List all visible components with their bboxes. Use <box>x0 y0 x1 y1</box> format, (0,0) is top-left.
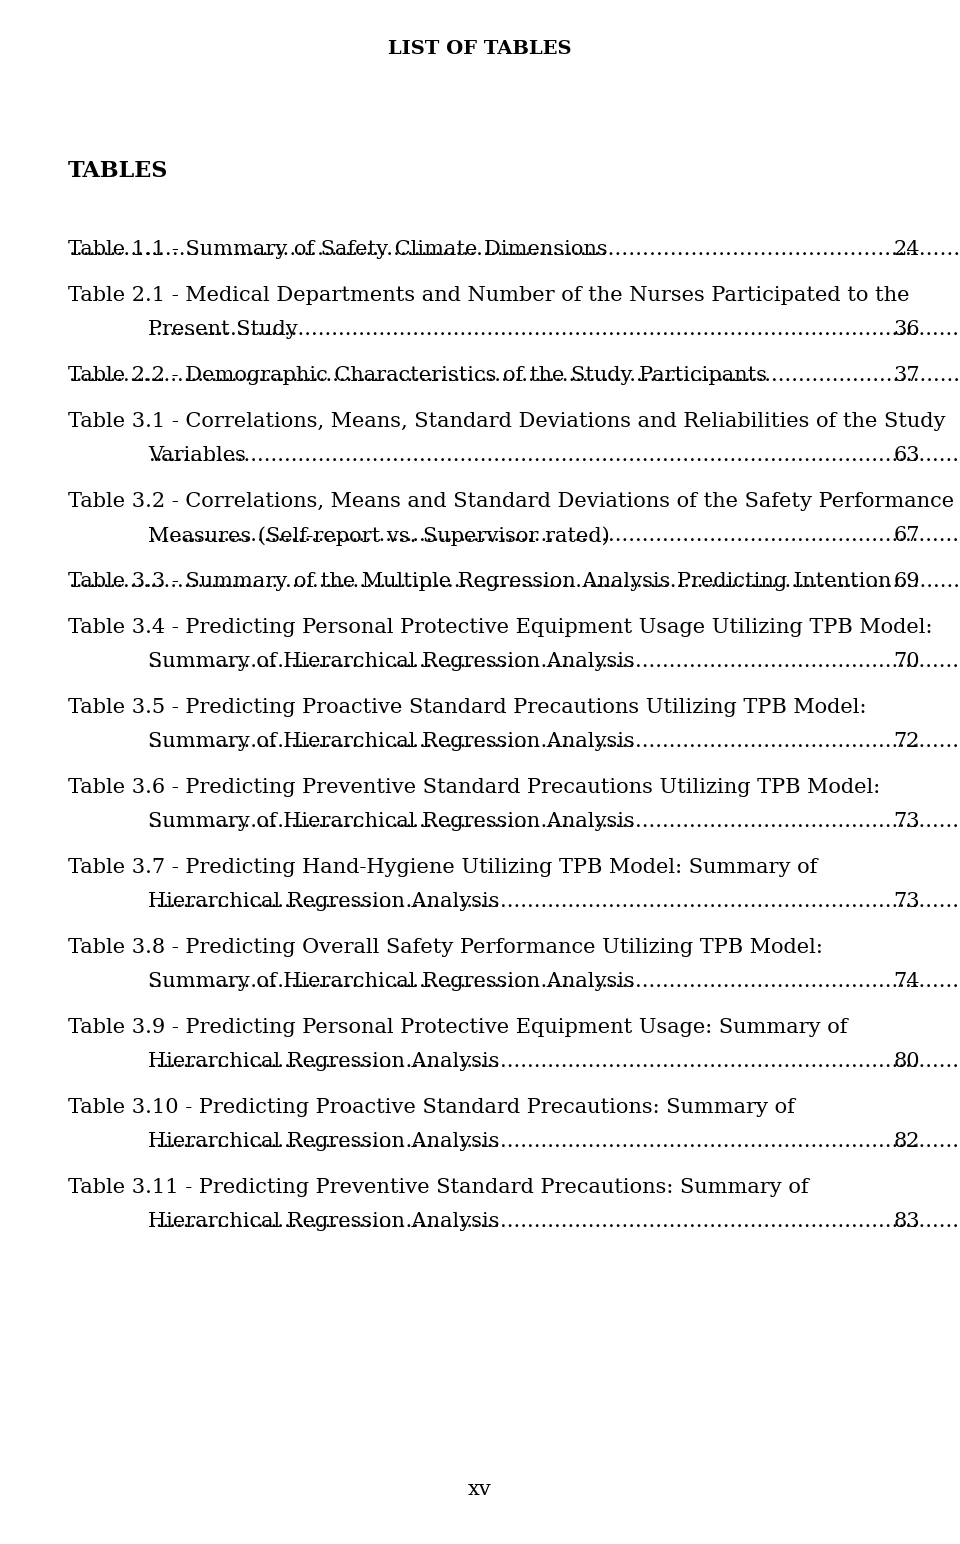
Text: ................................................................................: ........................................… <box>149 652 960 672</box>
Text: ................................................................................: ........................................… <box>149 1132 960 1150</box>
Text: Variables: Variables <box>148 446 246 465</box>
Text: Table 2.1 - Medical Departments and Number of the Nurses Participated to the: Table 2.1 - Medical Departments and Numb… <box>68 286 909 306</box>
Text: LIST OF TABLES: LIST OF TABLES <box>388 40 572 59</box>
Text: 82: 82 <box>894 1132 920 1150</box>
Text: xv: xv <box>468 1481 492 1499</box>
Text: Hierarchical Regression Analysis: Hierarchical Regression Analysis <box>148 1051 499 1072</box>
Text: Summary of Hierarchical Regression Analysis: Summary of Hierarchical Regression Analy… <box>148 732 635 750</box>
Text: ................................................................................: ........................................… <box>149 892 960 911</box>
Text: 36: 36 <box>894 320 920 340</box>
Text: Table 3.3 - Summary of the Multiple Regression Analysis Predicting Intention: Table 3.3 - Summary of the Multiple Regr… <box>68 571 892 591</box>
Text: Hierarchical Regression Analysis: Hierarchical Regression Analysis <box>148 1132 499 1150</box>
Text: Table 3.9 - Predicting Personal Protective Equipment Usage: Summary of: Table 3.9 - Predicting Personal Protecti… <box>68 1017 848 1038</box>
Text: Table 3.2 - Correlations, Means and Standard Deviations of the Safety Performanc: Table 3.2 - Correlations, Means and Stan… <box>68 493 954 511</box>
Text: ................................................................................: ........................................… <box>69 366 960 384</box>
Text: Table 3.5 - Predicting Proactive Standard Precautions Utilizing TPB Model:: Table 3.5 - Predicting Proactive Standar… <box>68 698 867 716</box>
Text: TABLES: TABLES <box>68 161 168 182</box>
Text: Hierarchical Regression Analysis: Hierarchical Regression Analysis <box>148 892 499 911</box>
Text: 74: 74 <box>894 973 920 991</box>
Text: ................................................................................: ........................................… <box>149 1051 960 1072</box>
Text: Table 1.1 - Summary of Safety Climate Dimensions: Table 1.1 - Summary of Safety Climate Di… <box>68 239 608 259</box>
Text: 72: 72 <box>894 732 920 750</box>
Text: 67: 67 <box>894 527 920 545</box>
Text: Table 3.11 - Predicting Preventive Standard Precautions: Summary of: Table 3.11 - Predicting Preventive Stand… <box>68 1178 808 1197</box>
Text: Table 3.1 - Correlations, Means, Standard Deviations and Reliabilities of the St: Table 3.1 - Correlations, Means, Standar… <box>68 412 946 431</box>
Text: 73: 73 <box>894 812 920 831</box>
Text: Table 3.6 - Predicting Preventive Standard Precautions Utilizing TPB Model:: Table 3.6 - Predicting Preventive Standa… <box>68 778 880 797</box>
Text: Table 3.7 - Predicting Hand-Hygiene Utilizing TPB Model: Summary of: Table 3.7 - Predicting Hand-Hygiene Util… <box>68 858 817 877</box>
Text: Summary of Hierarchical Regression Analysis: Summary of Hierarchical Regression Analy… <box>148 652 635 672</box>
Text: 83: 83 <box>894 1212 920 1231</box>
Text: ................................................................................: ........................................… <box>149 527 960 545</box>
Text: 37: 37 <box>894 366 920 384</box>
Text: 80: 80 <box>894 1051 920 1072</box>
Text: ……………………………………………………………………………………………………………………………………………………………………………………………………………………: …………………………………………………………………………………………………………… <box>69 239 960 259</box>
Text: 63: 63 <box>894 446 920 465</box>
Text: ................................................................................: ........................................… <box>149 1212 960 1231</box>
Text: ................................................................................: ........................................… <box>69 571 960 591</box>
Text: ................................................................................: ........................................… <box>149 812 960 831</box>
Text: 24: 24 <box>894 239 920 259</box>
Text: ................................................................................: ........................................… <box>149 446 960 465</box>
Text: Table 3.10 - Predicting Proactive Standard Precautions: Summary of: Table 3.10 - Predicting Proactive Standa… <box>68 1098 795 1116</box>
Text: ................................................................................: ........................................… <box>149 732 960 750</box>
Text: ................................................................................: ........................................… <box>149 320 960 340</box>
Text: ................................................................................: ........................................… <box>149 973 960 991</box>
Text: 70: 70 <box>894 652 920 672</box>
Text: Present Study: Present Study <box>148 320 298 340</box>
Text: Table 2.2 - Demographic Characteristics of the Study Participants: Table 2.2 - Demographic Characteristics … <box>68 366 767 384</box>
Text: Summary of Hierarchical Regression Analysis: Summary of Hierarchical Regression Analy… <box>148 812 635 831</box>
Text: Summary of Hierarchical Regression Analysis: Summary of Hierarchical Regression Analy… <box>148 973 635 991</box>
Text: Hierarchical Regression Analysis: Hierarchical Regression Analysis <box>148 1212 499 1231</box>
Text: 73: 73 <box>894 892 920 911</box>
Text: Table 3.4 - Predicting Personal Protective Equipment Usage Utilizing TPB Model:: Table 3.4 - Predicting Personal Protecti… <box>68 618 932 638</box>
Text: Measures (Self-report vs. Supervisor rated): Measures (Self-report vs. Supervisor rat… <box>148 527 610 545</box>
Text: 69: 69 <box>894 571 920 591</box>
Text: Table 3.8 - Predicting Overall Safety Performance Utilizing TPB Model:: Table 3.8 - Predicting Overall Safety Pe… <box>68 939 823 957</box>
